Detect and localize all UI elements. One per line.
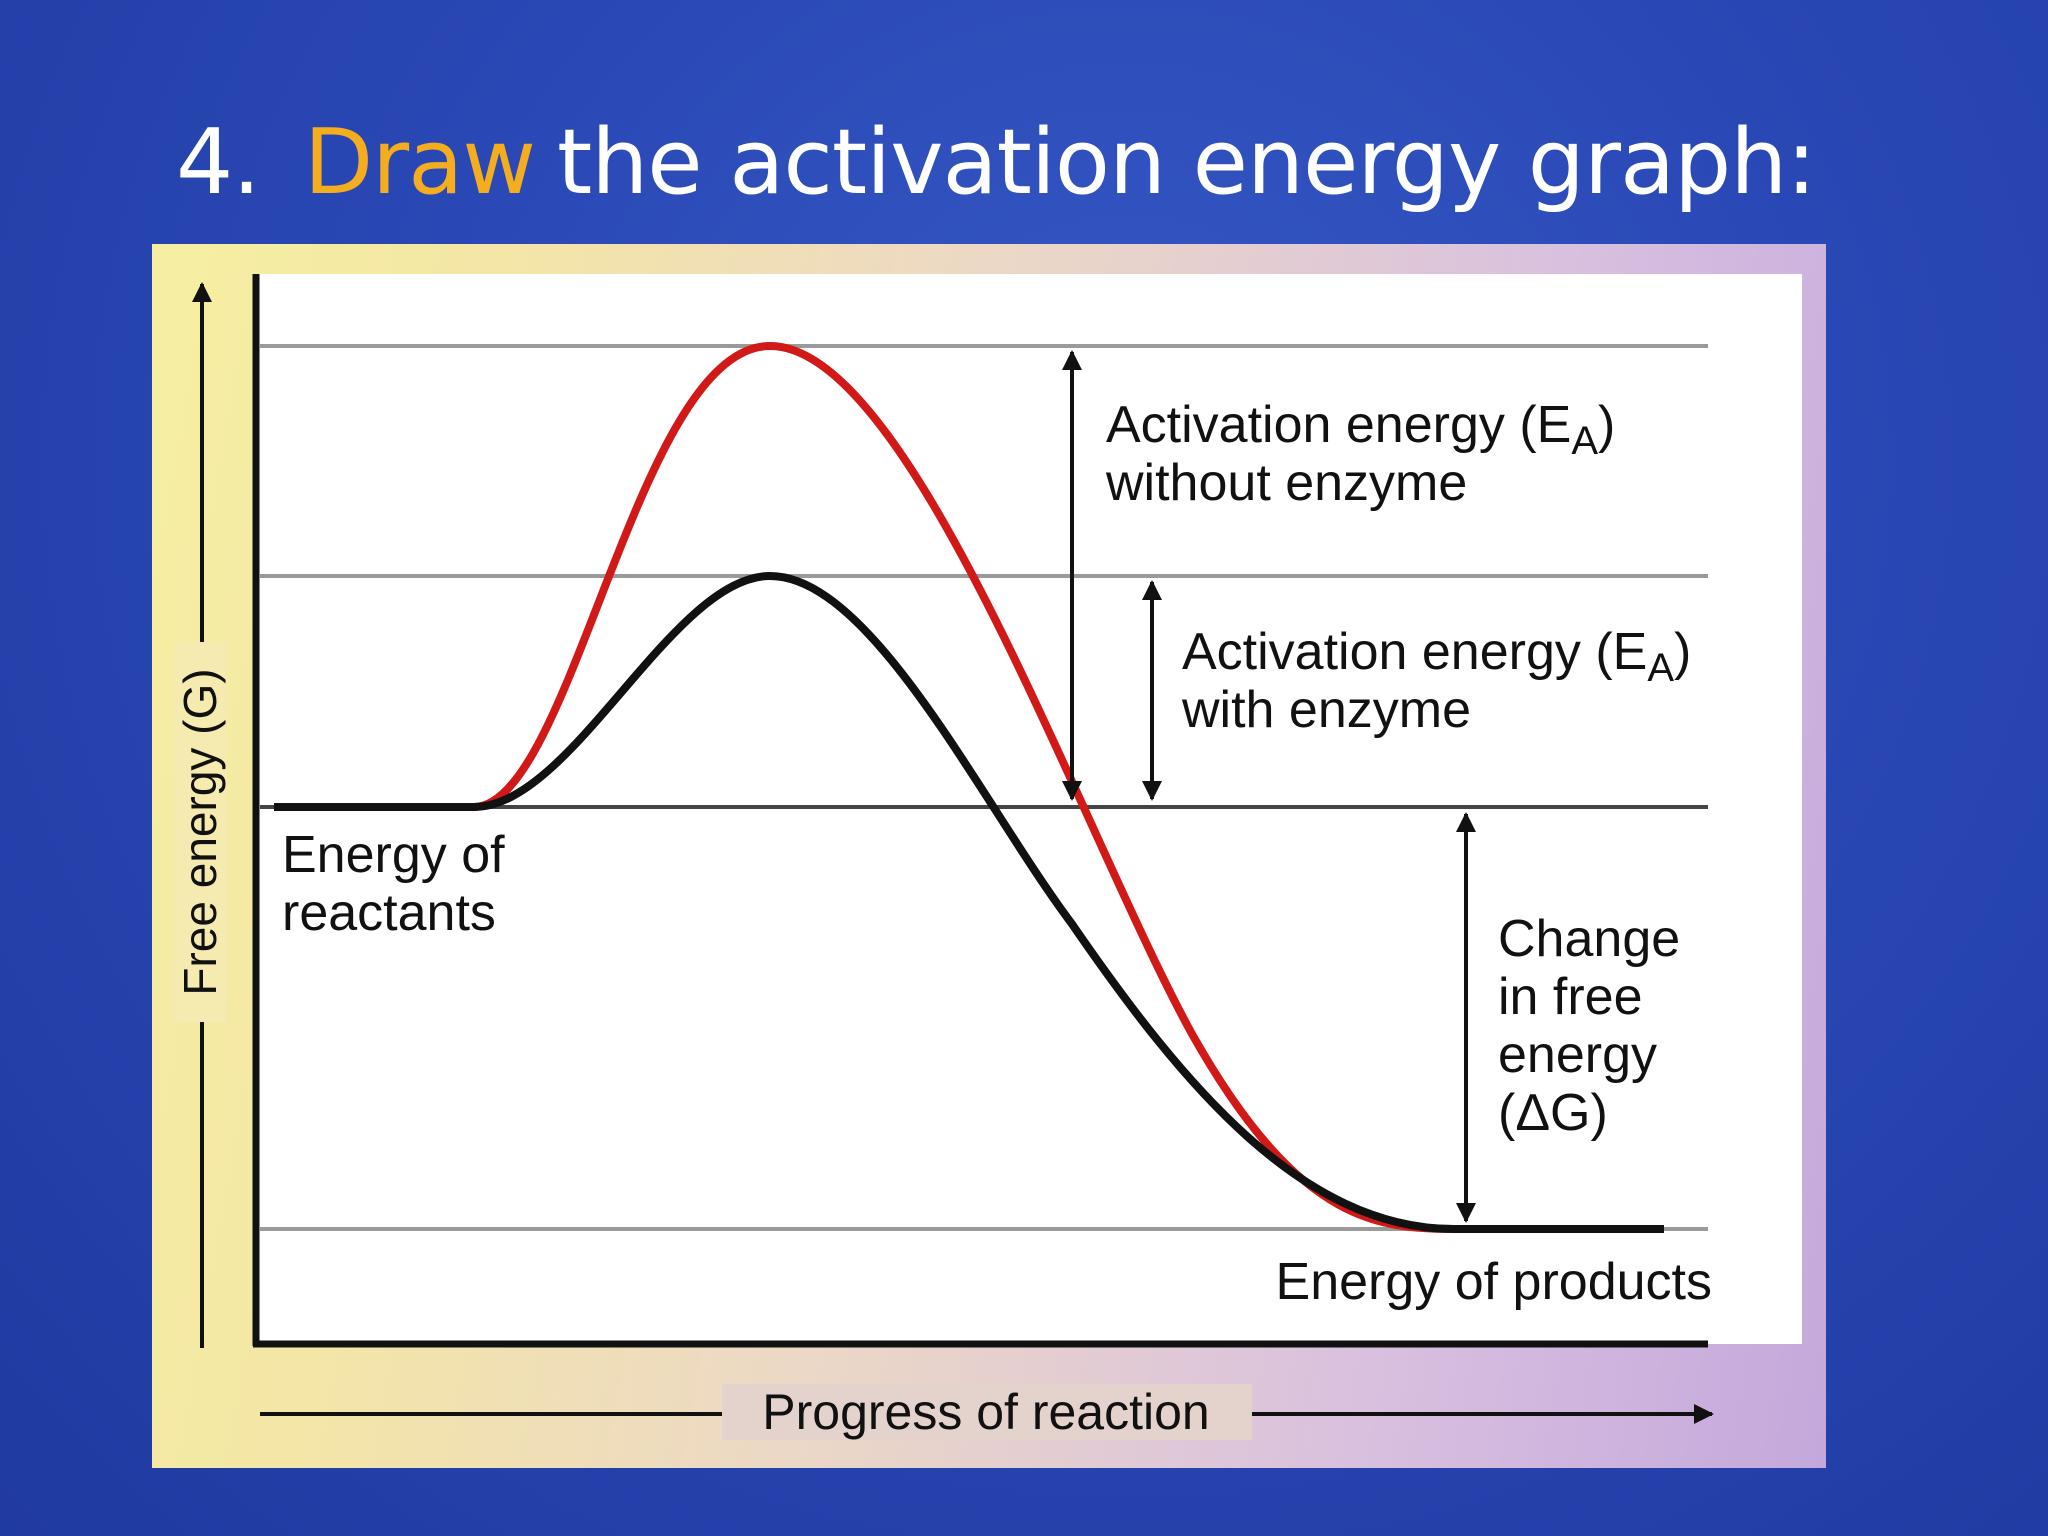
title-accent-word: Draw <box>303 110 536 215</box>
reactants-label-line1: Energy of <box>282 826 505 884</box>
title-text: the activation energy graph: <box>556 110 1817 215</box>
delta-g-line2: in free <box>1498 968 1643 1026</box>
ea-without-enzyme-label: Activation energy (EA) without enzyme <box>1105 396 1630 512</box>
reactants-label-line2: reactants <box>282 884 496 942</box>
delta-g-label: Change in free energy (ΔG) <box>1498 910 1695 1142</box>
ea-with-line1-prefix: Activation energy (E <box>1182 623 1647 681</box>
ea-without-subscript: A <box>1571 419 1598 463</box>
ea-without-line1-prefix: Activation energy (E <box>1106 396 1571 454</box>
delta-g-line4: (ΔG) <box>1498 1084 1608 1142</box>
products-label: Energy of products <box>1276 1253 1712 1311</box>
delta-g-line3: energy <box>1498 1026 1657 1084</box>
slide-title: 4. Draw the activation energy graph: <box>176 118 1817 208</box>
y-axis-label: Free energy (G) <box>174 668 226 995</box>
ea-with-line2: with enzyme <box>1181 681 1471 739</box>
curve-with-enzyme <box>274 572 1664 1233</box>
ea-with-subscript: A <box>1647 646 1674 690</box>
ea-without-line2: without enzyme <box>1105 454 1467 512</box>
ea-without-line1-suffix: ) <box>1598 396 1615 454</box>
ea-with-enzyme-label: Activation energy (EA) with enzyme <box>1181 623 1706 739</box>
delta-g-line1: Change <box>1498 910 1680 968</box>
x-axis-label: Progress of reaction <box>762 1384 1209 1440</box>
activation-energy-figure: Free energy (G) Progress of reaction Ene… <box>152 244 1826 1468</box>
activation-energy-diagram: Free energy (G) Progress of reaction Ene… <box>174 274 1802 1440</box>
reactants-label: Energy of reactants <box>282 826 519 942</box>
title-number: 4. <box>176 110 261 215</box>
ea-with-line1-suffix: ) <box>1674 623 1691 681</box>
